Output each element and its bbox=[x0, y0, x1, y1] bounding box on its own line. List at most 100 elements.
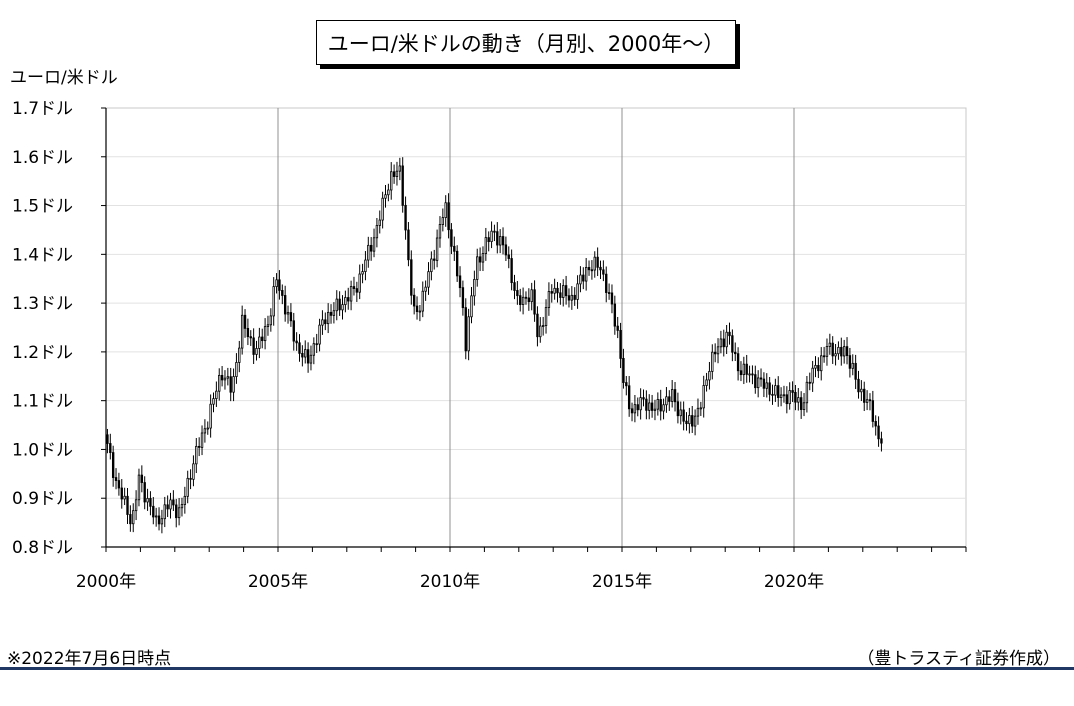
candle bbox=[324, 312, 327, 331]
candle bbox=[562, 279, 565, 307]
candle-body bbox=[137, 474, 141, 501]
candle bbox=[811, 360, 814, 392]
candle bbox=[817, 357, 820, 379]
candle-body bbox=[166, 504, 169, 510]
candle-body bbox=[209, 403, 212, 429]
candle-body bbox=[811, 367, 814, 384]
candle-body bbox=[610, 292, 614, 305]
candle bbox=[791, 381, 794, 402]
candle bbox=[154, 507, 158, 527]
candle-body bbox=[215, 390, 218, 399]
candle-body bbox=[693, 415, 697, 427]
candle-body bbox=[777, 385, 780, 398]
candle bbox=[736, 347, 740, 381]
candle-body bbox=[321, 319, 324, 326]
y-tick-label: 1.2ドル bbox=[12, 343, 73, 363]
candle bbox=[421, 281, 424, 318]
candle bbox=[496, 222, 499, 254]
candle-body bbox=[857, 378, 860, 393]
candle-body bbox=[189, 477, 192, 480]
candle-body bbox=[854, 362, 857, 380]
candle-body bbox=[699, 407, 703, 410]
candle-body bbox=[438, 224, 442, 239]
candle-body bbox=[146, 498, 149, 503]
candle-body bbox=[665, 396, 668, 406]
candle bbox=[372, 228, 376, 258]
candle-body bbox=[673, 389, 677, 403]
candle-body bbox=[590, 269, 594, 272]
candle bbox=[461, 280, 465, 316]
y-tick-label: 0.9ドル bbox=[12, 489, 73, 509]
candle-body bbox=[599, 266, 602, 271]
candle bbox=[200, 425, 204, 456]
candle-body bbox=[312, 343, 316, 356]
candle bbox=[226, 367, 230, 386]
candle-body bbox=[490, 230, 493, 243]
candle bbox=[713, 343, 717, 363]
candle-body bbox=[625, 382, 628, 387]
candle bbox=[335, 290, 338, 321]
candle-body bbox=[711, 351, 714, 372]
candle bbox=[616, 316, 619, 339]
candle bbox=[771, 384, 774, 405]
candle-body bbox=[384, 194, 387, 199]
candle bbox=[779, 387, 783, 407]
candle-body bbox=[828, 342, 832, 347]
candle bbox=[556, 281, 559, 303]
candle-body bbox=[759, 377, 763, 380]
candle bbox=[212, 392, 215, 413]
candle bbox=[146, 488, 149, 511]
candle-body bbox=[877, 425, 880, 440]
candle bbox=[825, 338, 829, 366]
candle bbox=[338, 291, 341, 316]
candle-body bbox=[106, 434, 109, 444]
candle bbox=[762, 372, 766, 398]
candle-body bbox=[725, 331, 728, 348]
candle bbox=[286, 305, 290, 324]
candle bbox=[785, 386, 789, 414]
candle-body bbox=[742, 363, 746, 376]
candle bbox=[157, 507, 161, 531]
candle-body bbox=[722, 338, 725, 348]
candle bbox=[410, 250, 413, 305]
candle bbox=[607, 283, 611, 300]
candle-body bbox=[539, 325, 542, 338]
candle bbox=[258, 327, 261, 359]
candle-body bbox=[433, 258, 436, 261]
candle-body bbox=[880, 438, 883, 444]
candle-body bbox=[375, 225, 379, 239]
candle-body bbox=[498, 236, 502, 246]
candle bbox=[309, 345, 313, 371]
candle-body bbox=[570, 294, 574, 301]
candle-body bbox=[705, 379, 708, 386]
candle-body bbox=[676, 401, 680, 417]
candle bbox=[860, 380, 863, 402]
candle-body bbox=[160, 518, 164, 525]
candle bbox=[453, 236, 456, 261]
candle bbox=[378, 210, 381, 234]
candle bbox=[533, 280, 536, 322]
timestamp-note: ※2022年7月6日時点 bbox=[7, 649, 172, 669]
candle-body bbox=[272, 286, 275, 317]
candle bbox=[777, 376, 780, 407]
candle bbox=[593, 251, 596, 278]
candle-body bbox=[842, 346, 846, 357]
candle-body bbox=[243, 314, 247, 329]
candle bbox=[673, 382, 677, 412]
candle bbox=[702, 375, 705, 418]
candle bbox=[524, 291, 528, 305]
candle-body bbox=[642, 397, 645, 400]
candle bbox=[186, 470, 189, 504]
candle bbox=[458, 266, 462, 298]
candle-body bbox=[309, 354, 313, 364]
candle bbox=[507, 246, 510, 269]
candle-body bbox=[874, 421, 877, 427]
candle-body bbox=[771, 393, 774, 396]
x-tick-label: 2005年 bbox=[248, 572, 308, 592]
candle-body bbox=[269, 315, 273, 326]
x-tick-label: 2015年 bbox=[592, 572, 652, 592]
candle bbox=[347, 287, 350, 310]
candle bbox=[464, 298, 467, 360]
candle bbox=[249, 330, 252, 346]
candle bbox=[283, 285, 287, 322]
